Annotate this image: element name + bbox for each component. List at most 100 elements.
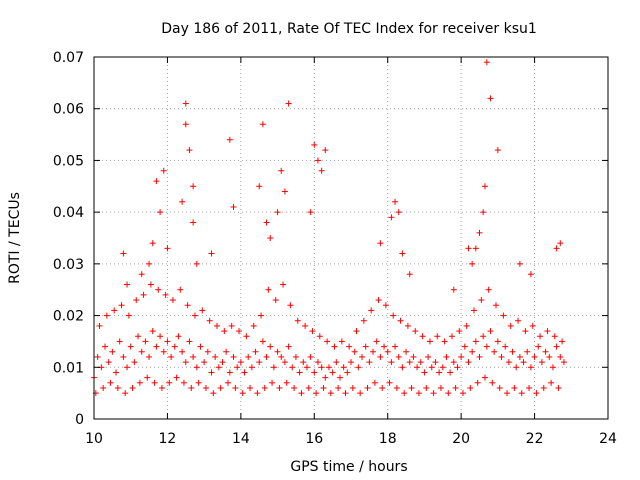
data-point: [223, 348, 230, 355]
data-point: [146, 353, 153, 360]
data-point: [202, 384, 209, 391]
data-point: [335, 384, 342, 391]
data-point: [493, 302, 500, 309]
data-point: [102, 343, 109, 350]
y-axis-label: ROTI / TECUs: [7, 192, 23, 284]
x-tick-label: 10: [85, 431, 103, 447]
data-point: [199, 307, 206, 314]
data-point: [274, 348, 281, 355]
data-point: [318, 364, 325, 371]
data-point: [544, 328, 551, 335]
grid-lines: [94, 57, 608, 419]
data-point: [179, 348, 186, 355]
data-point: [307, 209, 314, 216]
data-point: [168, 353, 175, 360]
data-point: [259, 121, 266, 128]
data-point: [491, 348, 498, 355]
data-point: [408, 384, 415, 391]
data-point: [116, 338, 123, 345]
data-point: [496, 384, 503, 391]
data-point: [287, 302, 294, 309]
data-point: [489, 379, 496, 386]
data-point: [149, 240, 156, 247]
data-point: [278, 353, 285, 360]
data-point: [360, 317, 367, 324]
data-point: [437, 384, 444, 391]
data-point: [507, 322, 514, 329]
data-point: [406, 359, 413, 366]
data-point: [526, 384, 533, 391]
data-point: [470, 307, 477, 314]
data-point: [100, 384, 107, 391]
y-tick-label: 0.07: [53, 50, 84, 66]
data-point: [124, 281, 131, 288]
data-point: [362, 343, 369, 350]
data-point: [467, 384, 474, 391]
data-point: [368, 307, 375, 314]
data-point: [357, 390, 364, 397]
data-point: [381, 343, 388, 350]
data-point: [120, 353, 127, 360]
data-point: [454, 364, 461, 371]
data-point: [480, 209, 487, 216]
data-point: [236, 328, 243, 335]
data-point: [195, 379, 202, 386]
data-point: [465, 245, 472, 252]
data-point: [122, 390, 129, 397]
data-point: [397, 317, 404, 324]
data-point: [292, 353, 299, 360]
data-point: [461, 343, 468, 350]
data-point: [458, 353, 465, 360]
data-point: [314, 157, 321, 164]
data-point: [412, 328, 419, 335]
data-point: [239, 390, 246, 397]
data-point: [375, 297, 382, 304]
data-point: [291, 384, 298, 391]
data-point: [267, 343, 274, 350]
data-point: [553, 343, 560, 350]
data-point: [349, 384, 356, 391]
data-point: [327, 390, 334, 397]
data-point: [415, 390, 422, 397]
data-point: [551, 333, 558, 340]
data-point: [511, 384, 518, 391]
data-point: [226, 369, 233, 376]
data-point: [186, 338, 193, 345]
data-point: [557, 353, 564, 360]
data-point: [390, 312, 397, 319]
data-point: [131, 359, 138, 366]
data-point: [465, 359, 472, 366]
data-point: [280, 281, 287, 288]
data-point: [158, 384, 165, 391]
data-point: [445, 390, 452, 397]
data-point: [392, 343, 399, 350]
data-point: [513, 364, 520, 371]
data-point: [399, 250, 406, 257]
data-point: [421, 369, 428, 376]
data-point: [432, 359, 439, 366]
data-point: [177, 286, 184, 293]
data-point: [140, 291, 147, 298]
data-point: [320, 384, 327, 391]
data-point: [147, 281, 154, 288]
data-point: [386, 379, 393, 386]
data-point: [404, 322, 411, 329]
data-point: [204, 348, 211, 355]
data-point: [359, 353, 366, 360]
data-point: [485, 286, 492, 293]
data-point: [210, 390, 217, 397]
data-point: [191, 312, 198, 319]
data-point: [366, 359, 373, 366]
data-point: [351, 348, 358, 355]
data-point: [392, 198, 399, 205]
data-point: [340, 364, 347, 371]
y-tick-labels: 0 0.01 0.02 0.03 0.04 0.05 0.06 0.07: [53, 50, 84, 428]
data-point: [193, 260, 200, 267]
data-point: [364, 384, 371, 391]
data-point: [388, 359, 395, 366]
data-point: [261, 384, 268, 391]
data-point: [245, 353, 252, 360]
data-point: [228, 322, 235, 329]
data-point: [338, 338, 345, 345]
data-point: [434, 333, 441, 340]
